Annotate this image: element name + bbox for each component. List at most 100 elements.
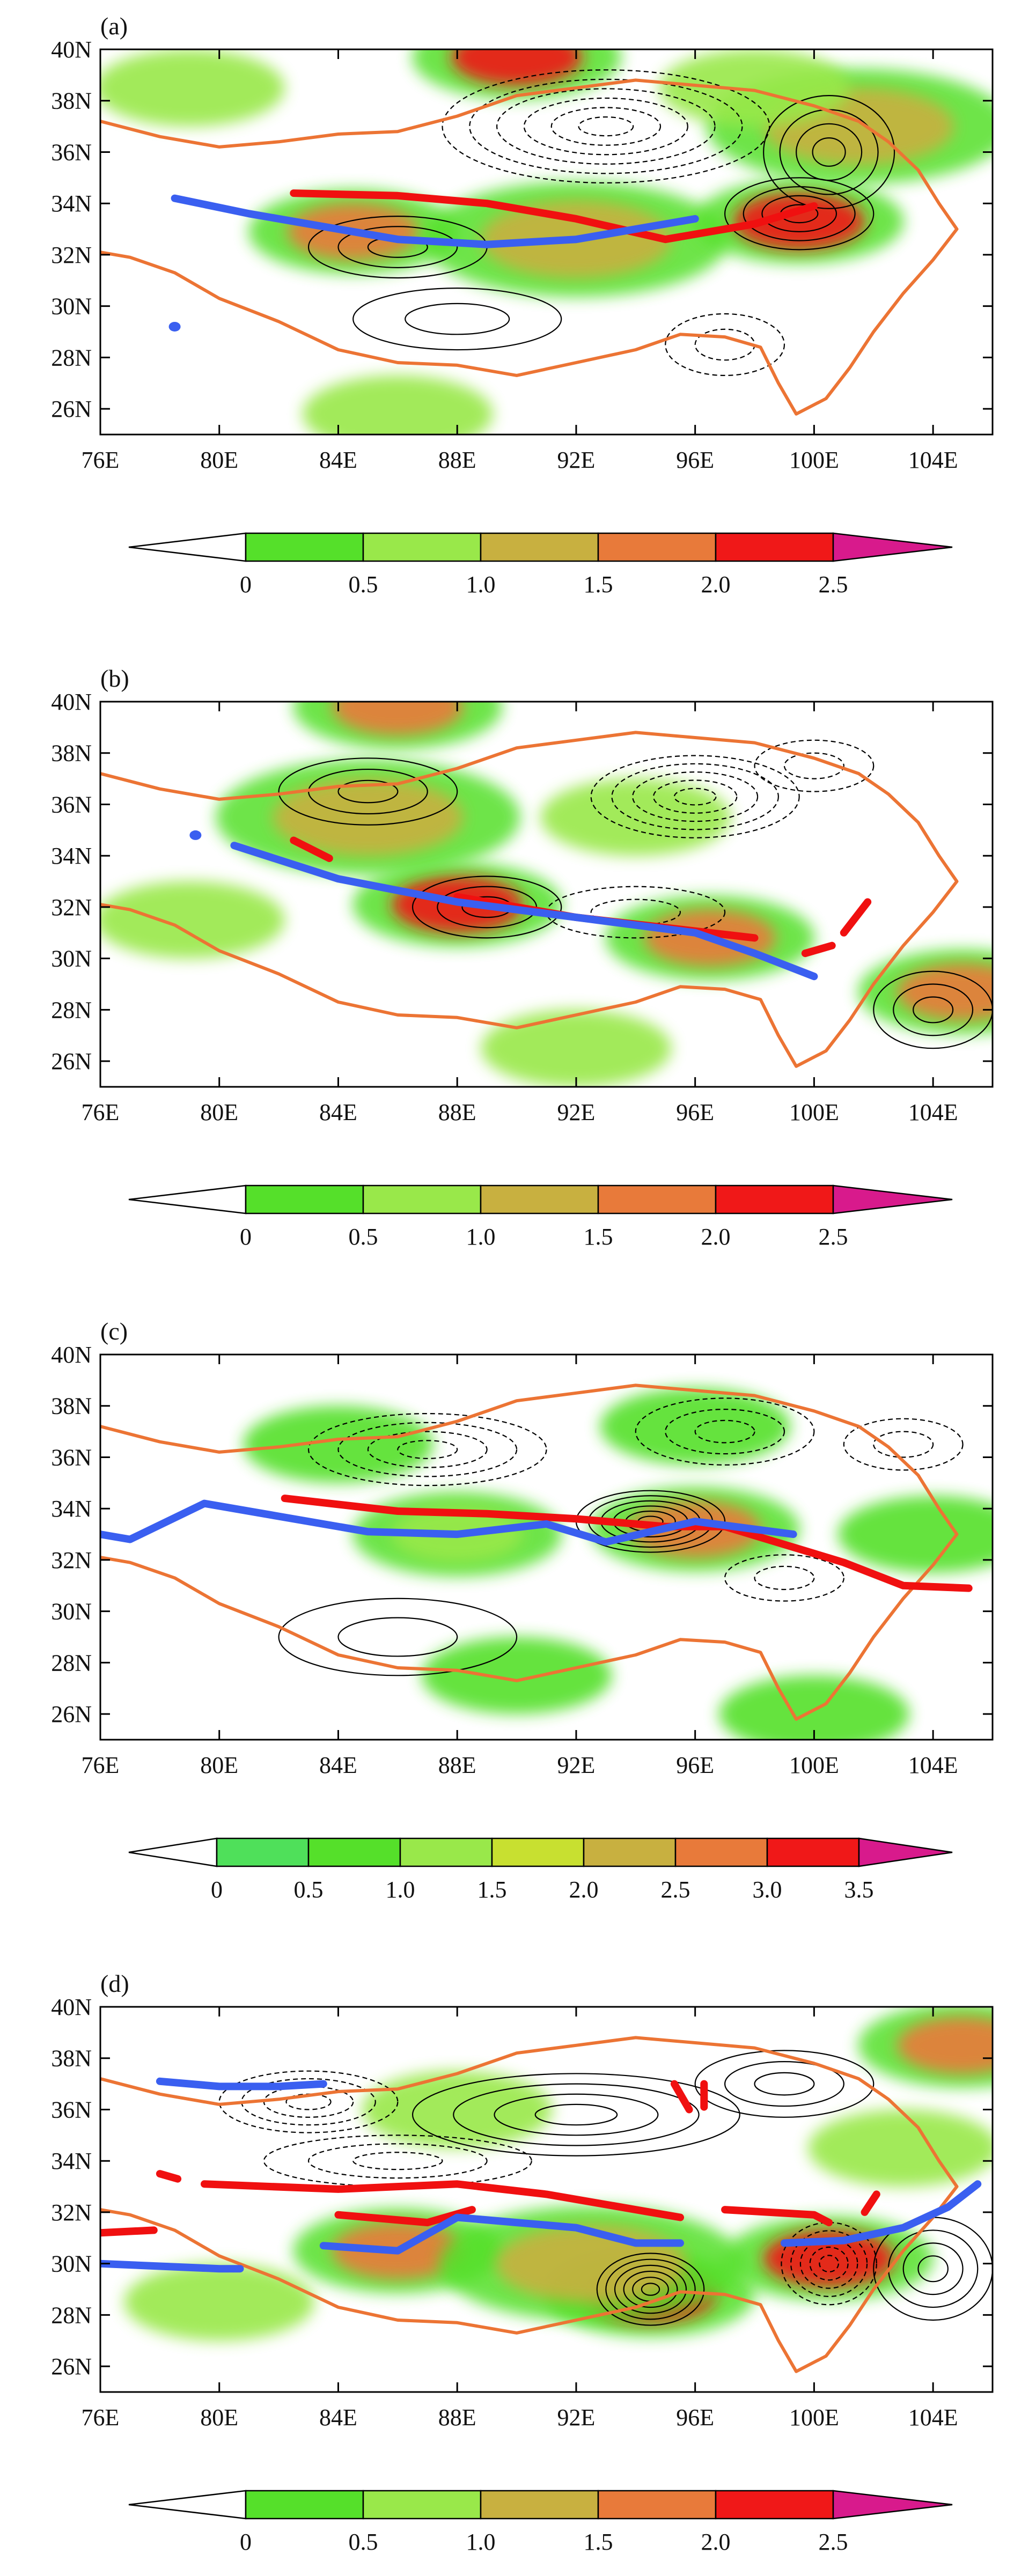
colorbar-label: 1.0 xyxy=(466,1224,496,1250)
x-tick-label: 92E xyxy=(557,2404,595,2431)
contour-line xyxy=(337,779,399,804)
y-tick-label: 28N xyxy=(51,344,92,371)
contour-line xyxy=(790,2230,868,2298)
y-tick-label: 34N xyxy=(51,1496,92,1522)
colorbar-upper-arrow xyxy=(832,1184,953,1215)
contour-line xyxy=(809,2246,849,2281)
y-tick-label: 36N xyxy=(51,2096,92,2123)
shading-cell xyxy=(808,2109,993,2187)
shading-cell xyxy=(100,49,285,127)
panel-label: (c) xyxy=(100,1318,128,1345)
shading-cell xyxy=(362,2071,553,2148)
panel-d: (d) 76E 80E 84E 88E 92E 96E 100E 104E 26N 28N 30N 32… xyxy=(51,1970,994,2555)
y-tick-label: 32N xyxy=(51,894,92,921)
shading-cell xyxy=(451,49,582,85)
x-tick-label: 96E xyxy=(676,1752,714,1778)
x-tick-label: 80E xyxy=(200,447,238,473)
colorbar-box xyxy=(597,1184,717,1215)
colorbar-box xyxy=(362,2490,482,2520)
colorbar-box xyxy=(597,2490,717,2520)
shear-line-red xyxy=(670,2080,693,2114)
contour-line xyxy=(494,2093,659,2136)
contour-line xyxy=(819,2255,839,2273)
trough-line-blue xyxy=(100,1499,797,1546)
plateau-boundary xyxy=(100,2036,959,2373)
colorbar-lower-arrow xyxy=(128,532,247,562)
shear-line-red xyxy=(156,2170,182,2183)
contour-line xyxy=(412,875,562,939)
contour-line xyxy=(812,137,846,167)
contour-line xyxy=(278,757,458,826)
trough-line-blue xyxy=(156,2077,327,2091)
contour-line xyxy=(578,116,634,137)
contour-line xyxy=(611,763,779,830)
contour-line xyxy=(724,2061,844,2107)
trough-line-blue xyxy=(781,2180,982,2247)
shading-cell xyxy=(496,2225,687,2302)
y-tick-label: 30N xyxy=(51,293,92,320)
colorbar-label: 0.5 xyxy=(349,571,378,598)
contour-line xyxy=(873,1431,934,1458)
colorbar-label: 1.5 xyxy=(584,1224,613,1250)
colorbar-box xyxy=(245,1184,364,1215)
x-tick-label: 92E xyxy=(557,1752,595,1778)
y-tick-label: 36N xyxy=(51,791,92,818)
contour-layer xyxy=(307,69,895,377)
colorbar-label: 2.5 xyxy=(661,1876,690,1903)
x-tick-label: 80E xyxy=(200,1099,238,1125)
plot-frame xyxy=(99,701,994,1088)
x-tick-label: 76E xyxy=(82,447,120,473)
x-tick-label: 96E xyxy=(676,447,714,473)
contour-line xyxy=(352,2152,443,2170)
x-tick-label: 88E xyxy=(438,1752,476,1778)
x-tick-label: 104E xyxy=(908,2404,958,2431)
contour-line xyxy=(843,1418,964,1471)
colorbar-label: 1.0 xyxy=(466,2529,496,2555)
x-tick-label: 100E xyxy=(789,447,839,473)
colorbar-upper-arrow xyxy=(858,1837,953,1867)
y-tick-label: 36N xyxy=(51,1444,92,1470)
shading-cell xyxy=(273,778,464,856)
colorbar-lower-arrow xyxy=(128,1184,247,1215)
contour-line xyxy=(352,288,562,351)
y-tick-label: 26N xyxy=(51,396,92,422)
contour-line xyxy=(754,1565,815,1591)
contour-line xyxy=(337,1422,518,1477)
y-tick-label: 40N xyxy=(51,36,92,63)
y-tick-label: 28N xyxy=(51,997,92,1023)
panel-label: (d) xyxy=(100,1970,129,1997)
colorbar: 0 0.5 1.0 1.5 2.0 2.5 3.0 3.5 xyxy=(128,1837,953,1903)
panel-b: (b) 76E 80E 84E 88E 92E 96E 100E 104E 26N 28N 30N 32… xyxy=(51,665,994,1250)
contour-line xyxy=(307,1412,547,1486)
x-tick-label: 84E xyxy=(319,2404,357,2431)
contour-line xyxy=(218,2070,399,2133)
shear-line-red xyxy=(290,836,333,862)
contour-line xyxy=(550,107,662,146)
contour-line xyxy=(442,69,770,184)
x-tick-label: 104E xyxy=(908,447,958,473)
plateau-boundary xyxy=(100,1383,959,1721)
colorbar-box xyxy=(583,1837,677,1867)
contour-line xyxy=(596,2253,705,2326)
x-tick-label: 96E xyxy=(676,2404,714,2431)
plot-frame xyxy=(99,2006,994,2393)
contour-line xyxy=(590,755,800,838)
y-tick-label: 30N xyxy=(51,1599,92,1625)
panel-c: (c) 76E 80E 84E 88E 92E 96E 100E 104E 26N 28N 30N 32… xyxy=(51,1318,994,1903)
colorbar-box xyxy=(491,1837,585,1867)
colorbar-label: 0.5 xyxy=(349,2529,378,2555)
y-tick-label: 36N xyxy=(51,139,92,165)
colorbar: 0 0.5 1.0 1.5 2.0 2.5 xyxy=(128,1184,953,1250)
colorbar-box xyxy=(399,1837,493,1867)
contour-line xyxy=(337,1617,458,1657)
colorbar-label: 1.5 xyxy=(477,1876,507,1903)
x-tick-label: 76E xyxy=(82,1099,120,1125)
shear-line-red xyxy=(840,898,872,937)
colorbar-label: 0 xyxy=(240,571,252,598)
contour-line xyxy=(781,2221,877,2306)
contour-line xyxy=(405,303,510,335)
colorbar-lower-arrow xyxy=(128,2490,247,2520)
contour-line xyxy=(614,2264,687,2314)
y-tick-label: 26N xyxy=(51,1048,92,1074)
x-tick-label: 100E xyxy=(789,1099,839,1125)
